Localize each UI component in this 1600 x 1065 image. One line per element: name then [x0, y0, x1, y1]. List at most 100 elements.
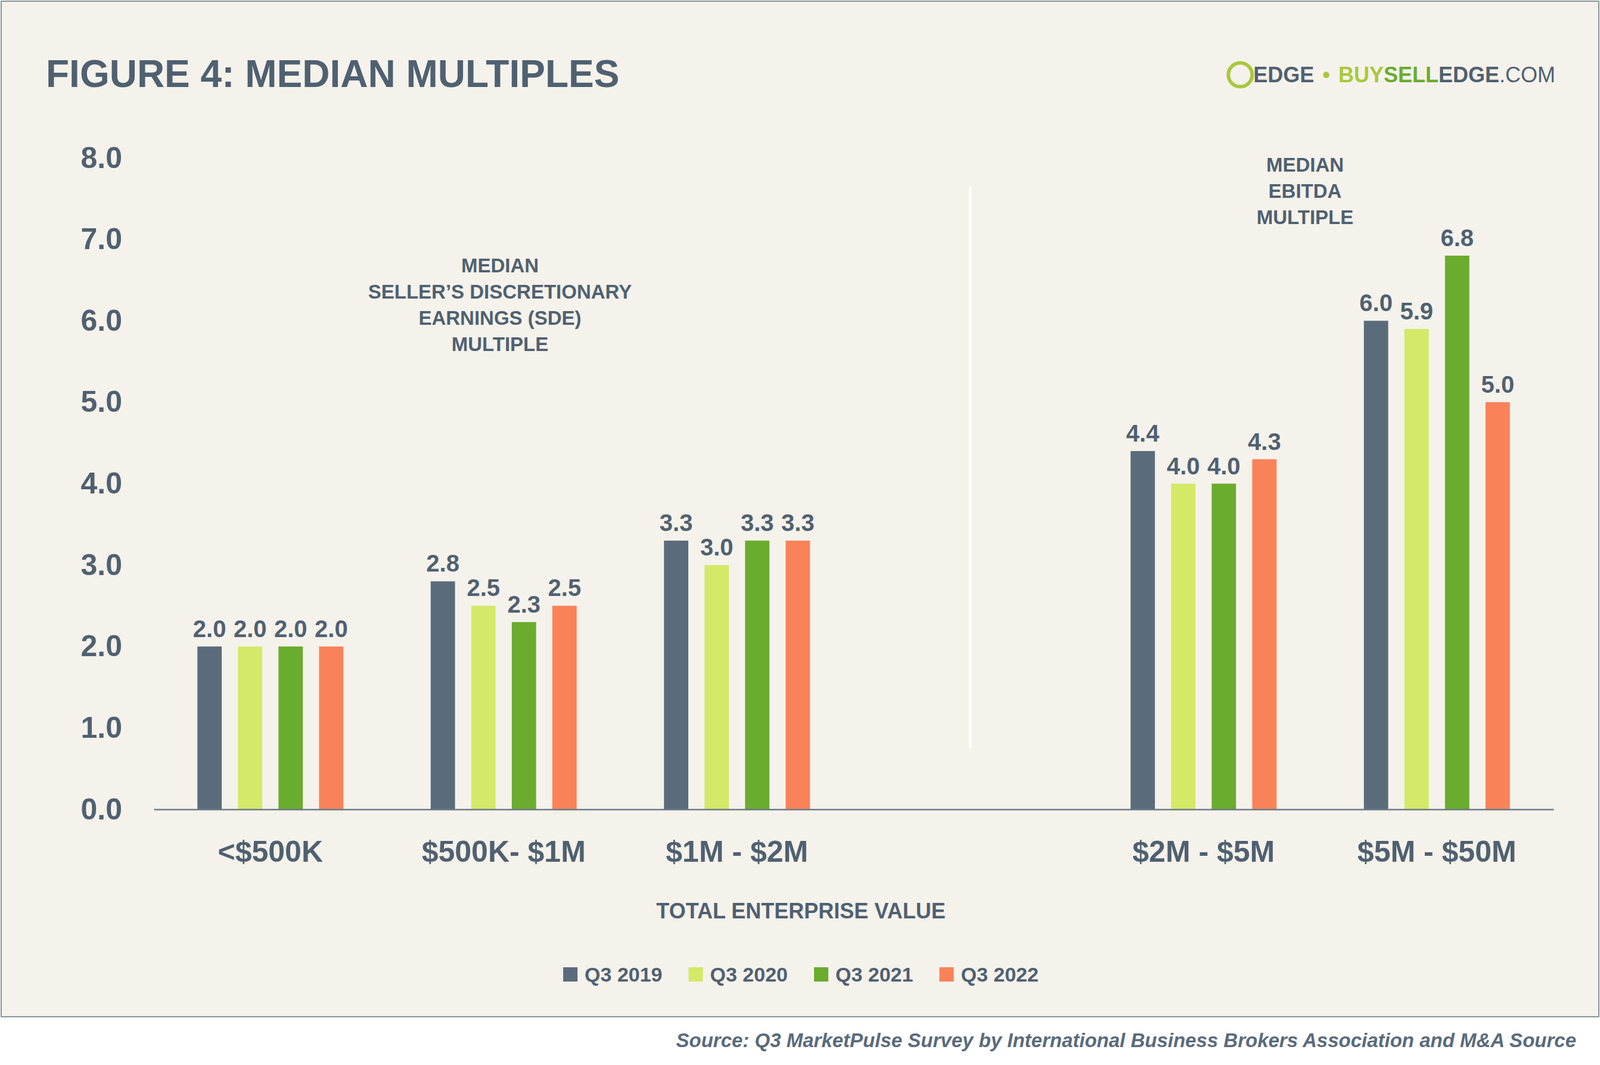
y-tick-label: 0.0 [80, 792, 123, 826]
x-axis-line [154, 808, 1555, 811]
annotation-line: EBITDA [1268, 179, 1342, 203]
annotation-line: SELLER’S DISCRETIONARY [368, 280, 633, 303]
bar [704, 564, 729, 810]
bar [1485, 402, 1511, 810]
logo-part: EDGE [1438, 62, 1500, 88]
annotation-line: MEDIAN [461, 254, 539, 277]
legend-item: Q3 2021 [814, 962, 913, 986]
data-label: 2.8 [426, 550, 460, 577]
bar [1445, 255, 1470, 810]
annotation-line: MEDIAN [1266, 153, 1344, 176]
data-label: 3.3 [659, 509, 694, 536]
chart-frame [1, 1, 1599, 1017]
y-tick: 8.0 [80, 141, 129, 175]
x-tick: $500K- $1M [421, 809, 586, 869]
bar [237, 646, 263, 810]
data-label: 5.0 [1481, 371, 1515, 398]
data-label: 3.3 [740, 509, 775, 536]
bar [1211, 483, 1236, 810]
y-tick: 3.0 [80, 548, 129, 582]
chart-svg: FIGURE 4: MEDIAN MULTIPLESEDGE•BUYSELLED… [0, 0, 1600, 1065]
annotation: MEDIANEBITDAMULTIPLE [1256, 153, 1354, 229]
data-label: 2.0 [233, 615, 267, 642]
annotation-line: MULTIPLE [451, 333, 549, 356]
page-background [0, 0, 1600, 1065]
logo-part: BUY [1338, 62, 1384, 88]
bar-series [318, 402, 1510, 810]
y-axis: 0.01.02.03.04.05.06.07.08.0 [80, 141, 129, 826]
x-tick-label: $5M - $50M [1357, 834, 1517, 869]
bar [663, 540, 689, 810]
x-tick: $5M - $50M [1357, 809, 1517, 869]
bar [318, 646, 344, 810]
legend-label: Q3 2020 [710, 962, 788, 986]
legend-label: Q3 2019 [584, 962, 663, 986]
data-label: 5.9 [1399, 297, 1434, 325]
logo: EDGE•BUYSELLEDGE.COM [1253, 62, 1556, 88]
bar [197, 646, 222, 810]
data-label: 3.0 [700, 533, 734, 561]
y-tick: 0.0 [80, 792, 129, 826]
legend-swatch [939, 967, 954, 982]
y-tick: 4.0 [80, 466, 129, 500]
data-label: 4.3 [1247, 428, 1282, 455]
bar [744, 540, 770, 810]
x-tick-label: <$500K [217, 834, 323, 869]
legend-item: Q3 2019 [563, 962, 663, 986]
bar [1364, 320, 1389, 810]
x-tick-label: $1M - $2M [665, 834, 809, 869]
data-labels: 2.0 2.8 3.3 4.4 6.0 2.0 2.5 3.0 4.0 5.9 2.0 2.3 3.3 4… [193, 224, 1515, 642]
chart-title: FIGURE 4: MEDIAN MULTIPLES [45, 52, 620, 96]
data-label: 6.0 [1359, 289, 1393, 316]
x-axis: <$500K $500K- $1M $1M - $2M $2M - $5M $5M - … [154, 809, 1555, 869]
legend-swatch [563, 967, 578, 982]
logo-icon [1228, 63, 1252, 88]
data-label: 3.3 [781, 509, 815, 536]
y-axis-line [128, 158, 129, 810]
x-tick-label: $500K- $1M [421, 834, 586, 869]
bar [785, 540, 810, 810]
bar [471, 605, 496, 810]
source-note: Source: Q3 MarketPulse Survey by Interna… [675, 1029, 1577, 1052]
data-label: 2.0 [193, 615, 227, 642]
bar [430, 581, 456, 810]
y-tick-label: 4.0 [80, 466, 123, 500]
bar [1130, 451, 1155, 810]
legend-item: Q3 2022 [939, 962, 1039, 986]
y-tick-label: 3.0 [80, 548, 123, 582]
bar [278, 646, 303, 810]
data-label: 2.3 [507, 591, 541, 618]
bar-series [237, 328, 1429, 810]
bar-series [278, 255, 1469, 810]
y-tick-label: 5.0 [80, 384, 123, 419]
x-tick: <$500K [217, 809, 323, 869]
bar [511, 622, 537, 810]
data-label: 2.0 [274, 615, 308, 642]
data-label: 4.4 [1126, 420, 1160, 447]
logo-part: • [1322, 62, 1331, 88]
x-tick-label: $2M - $5M [1132, 834, 1275, 869]
data-label: 6.8 [1440, 224, 1474, 251]
x-tick: $2M - $5M [1132, 809, 1275, 869]
bar-series [197, 320, 1388, 810]
x-tick: $1M - $2M [665, 809, 809, 869]
y-tick-label: 1.0 [80, 710, 123, 745]
legend-label: Q3 2022 [960, 962, 1039, 986]
data-label: 4.0 [1166, 452, 1201, 480]
group-divider [968, 186, 972, 748]
bars [197, 255, 1511, 810]
logo-part: SELL [1383, 62, 1439, 88]
y-tick: 2.0 [80, 629, 129, 663]
bar [552, 605, 577, 810]
annotation: MEDIANSELLER’S DISCRETIONARYEARNINGS (SD… [368, 254, 633, 356]
bar [1170, 483, 1196, 810]
y-tick-label: 8.0 [80, 141, 123, 175]
logo-part: EDGE [1253, 62, 1314, 88]
y-tick-label: 7.0 [80, 222, 123, 256]
legend-label: Q3 2021 [835, 962, 913, 986]
y-tick: 7.0 [80, 222, 129, 256]
data-label: 2.5 [466, 574, 500, 601]
x-axis-title: TOTAL ENTERPRISE VALUE [656, 898, 946, 924]
bar [1251, 459, 1277, 810]
legend-item: Q3 2020 [688, 962, 788, 986]
